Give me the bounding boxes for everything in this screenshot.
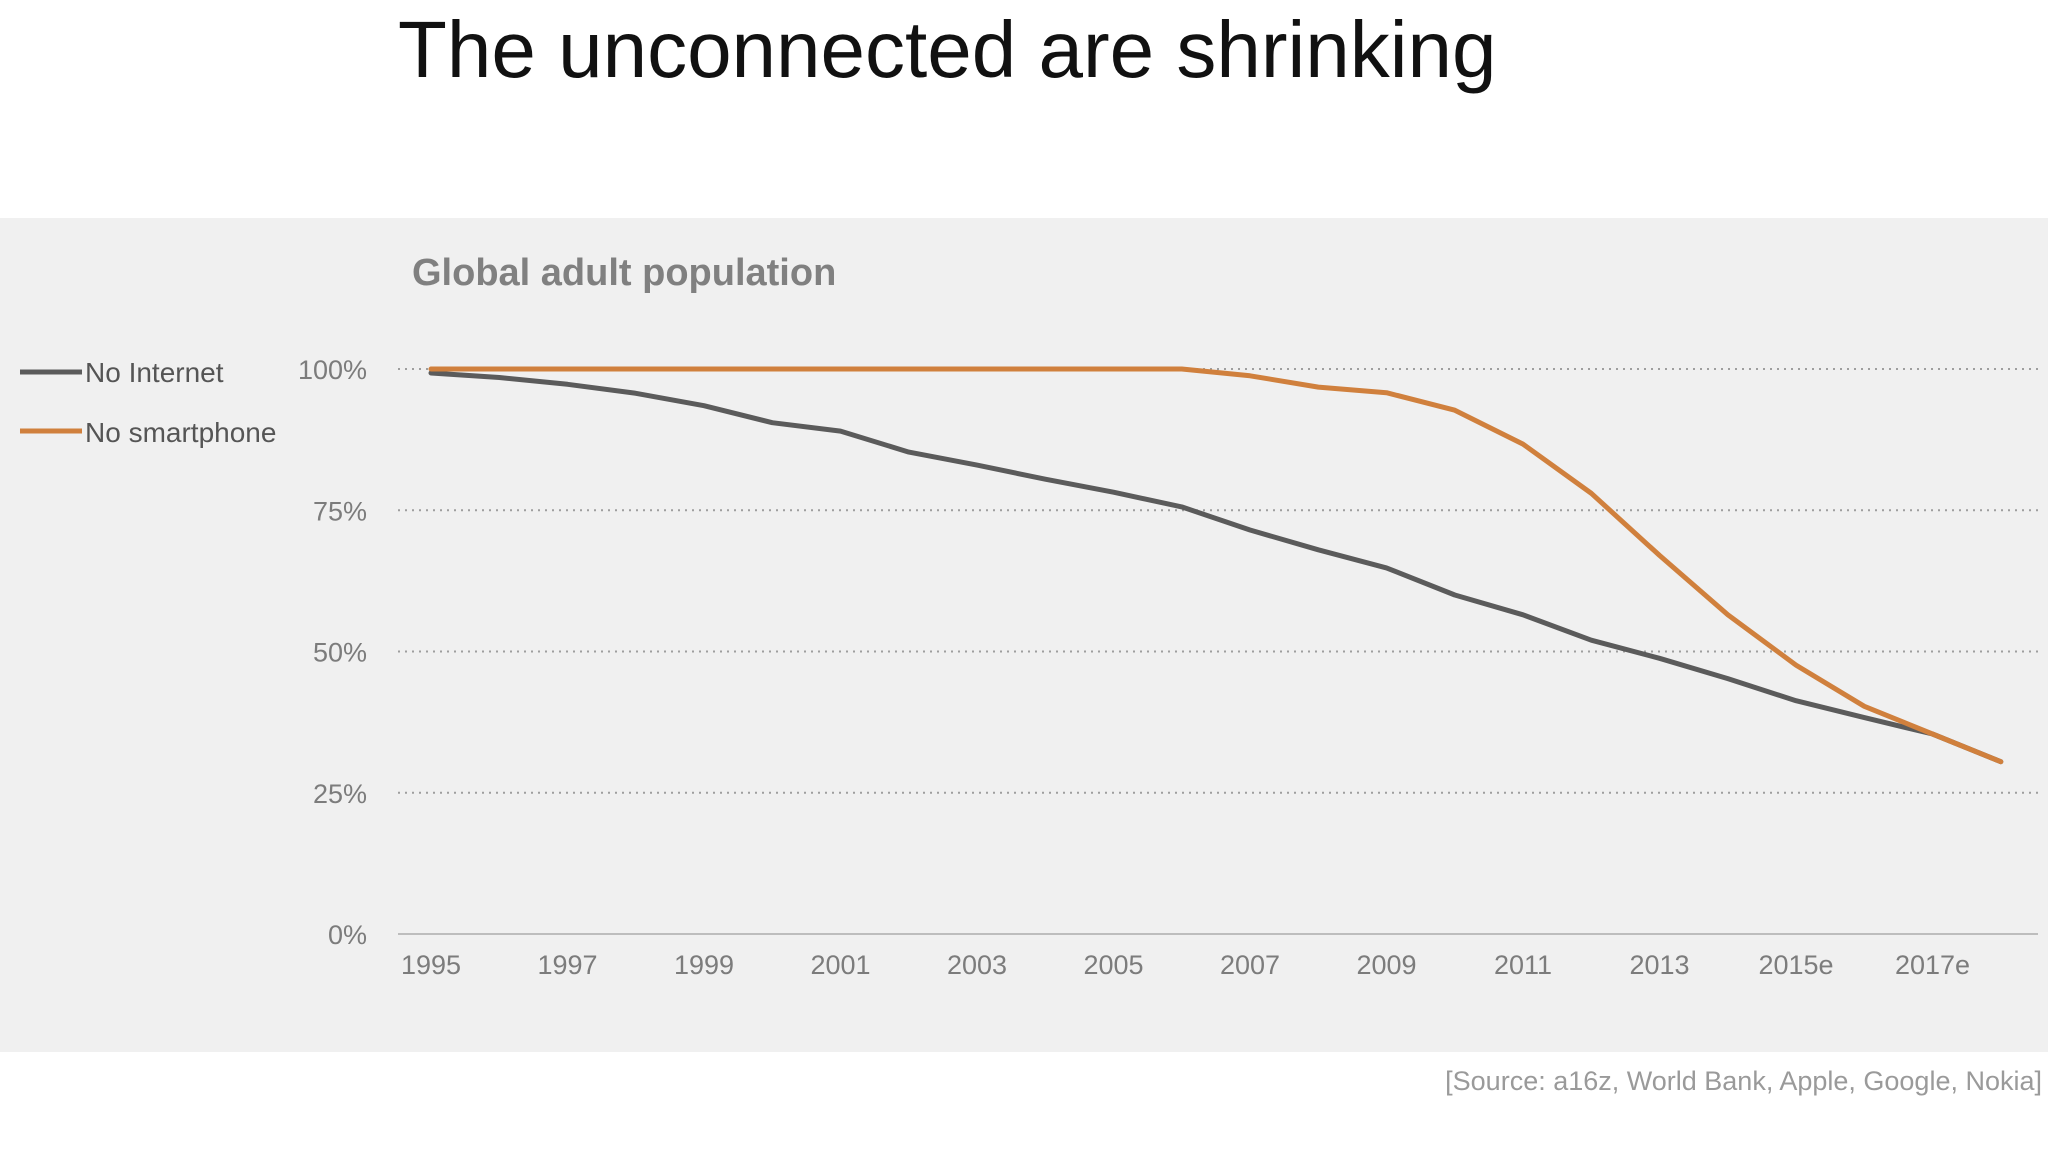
series-line-no-smartphone	[428, 366, 2004, 765]
y-tick-label: 100%	[298, 355, 367, 385]
y-tick-label: 75%	[313, 496, 367, 526]
x-tick-label: 2011	[1494, 950, 1552, 980]
chart-title: Global adult population	[412, 252, 836, 294]
x-tick-label: 1997	[537, 950, 597, 980]
y-tick-label: 0%	[328, 920, 367, 950]
y-tick-label: 50%	[313, 638, 367, 668]
x-tick-label: 2007	[1220, 950, 1280, 980]
x-axis-ticks: 1995 1997 1999 2001 2003 2005 2007 2009 2011 2013…	[401, 950, 1970, 980]
x-tick-label: 2003	[947, 950, 1007, 980]
x-tick-label: 1995	[401, 950, 461, 980]
x-tick-label: 1999	[674, 950, 734, 980]
x-tick-label: 2001	[810, 950, 870, 980]
legend-item-no-smartphone: No smartphone	[20, 417, 276, 448]
gridlines	[398, 368, 2038, 794]
y-axis-ticks: 0% 25% 50% 75% 100%	[298, 355, 367, 950]
series-line-no-internet	[428, 370, 2004, 765]
legend: No Internet No smartphone	[20, 357, 276, 448]
chart-panel: Global adult population 0% 25% 50% 75% 100% …	[0, 218, 2048, 1052]
x-tick-label: 2015e	[1758, 950, 1833, 980]
x-tick-label: 2005	[1083, 950, 1143, 980]
series-lines	[428, 366, 2004, 765]
legend-label-no-smartphone: No smartphone	[85, 417, 276, 448]
line-chart: Global adult population 0%25%50%75%100% …	[20, 252, 2038, 980]
y-tick-label: 25%	[313, 779, 367, 809]
x-tick-label: 2013	[1629, 950, 1689, 980]
x-tick-label: 2017e	[1895, 950, 1970, 980]
source-note: [Source: a16z, World Bank, Apple, Google…	[1445, 1066, 2042, 1096]
slide-title: The unconnected are shrinking	[398, 5, 1497, 94]
legend-item-no-internet: No Internet	[20, 357, 224, 388]
legend-label-no-internet: No Internet	[85, 357, 224, 388]
x-tick-label: 2009	[1356, 950, 1416, 980]
